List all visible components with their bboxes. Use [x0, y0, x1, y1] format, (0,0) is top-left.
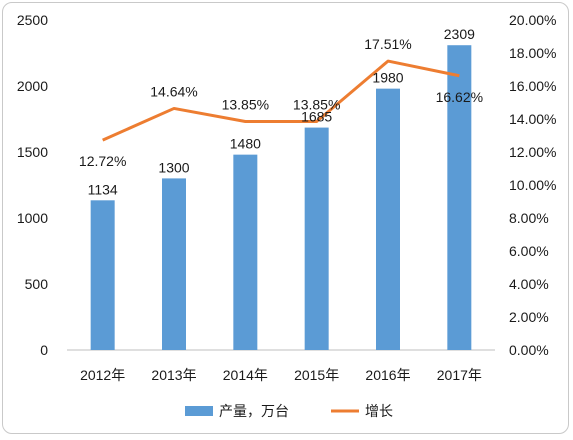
left-y-axis: 0 500 1000 1500 2000 2500 — [17, 12, 48, 358]
x-axis: 2012年 2013年 2014年 2015年 2016年 2017年 — [80, 367, 482, 383]
line-data-label: 13.85% — [293, 96, 340, 112]
bar-data-label: 1134 — [88, 181, 118, 197]
line-data-label: 12.72% — [79, 153, 126, 169]
x-axis-tick-label: 2015年 — [294, 367, 339, 383]
x-axis-tick-label: 2012年 — [80, 367, 125, 383]
right-axis-tick-label: 4.00% — [509, 276, 549, 292]
bar-data-label: 2309 — [444, 26, 475, 42]
legend-label-bar: 产量，万台 — [219, 403, 289, 419]
bar-data-labels: 1134 1300 1480 1685 1980 2309 — [88, 26, 476, 197]
bar — [376, 88, 400, 350]
left-axis-tick-label: 500 — [25, 276, 49, 292]
left-axis-tick-label: 1000 — [17, 210, 48, 226]
right-y-axis: 0.00% 2.00% 4.00% 6.00% 8.00% 10.00% 12.00% 14.… — [509, 12, 556, 358]
growth-line — [102, 59, 460, 142]
x-axis-tick-label: 2014年 — [223, 367, 268, 383]
line-data-label: 16.62% — [436, 89, 483, 105]
right-axis-tick-label: 10.00% — [509, 177, 556, 193]
bar-data-label: 1980 — [372, 70, 403, 86]
bar-data-label: 1300 — [158, 159, 189, 175]
left-axis-tick-label: 2500 — [17, 12, 48, 28]
right-axis-tick-label: 2.00% — [509, 309, 549, 325]
combo-chart: 0 500 1000 1500 2000 2500 0.00% 2.00% 4.00% 6.00… — [17, 12, 557, 419]
bar-data-label: 1480 — [230, 136, 261, 152]
line-data-label: 14.64% — [150, 83, 197, 99]
line-series — [102, 59, 460, 142]
bar — [447, 45, 472, 350]
x-axis-tick-label: 2017年 — [437, 367, 482, 383]
x-axis-tick-label: 2013年 — [151, 367, 196, 383]
right-axis-tick-label: 14.00% — [509, 111, 556, 127]
bar — [304, 127, 329, 350]
bar-data-label: 1685 — [301, 109, 332, 125]
right-axis-tick-label: 6.00% — [509, 243, 549, 259]
right-axis-tick-label: 18.00% — [509, 45, 556, 61]
x-axis-tick-label: 2016年 — [365, 367, 410, 383]
right-axis-tick-label: 16.00% — [509, 78, 556, 94]
bar — [90, 200, 115, 350]
bar — [233, 154, 258, 350]
bar — [162, 178, 186, 350]
right-axis-tick-label: 12.00% — [509, 144, 556, 160]
right-axis-tick-label: 20.00% — [509, 12, 556, 28]
left-axis-tick-label: 0 — [40, 342, 48, 358]
right-axis-tick-label: 8.00% — [509, 210, 549, 226]
chart-frame: 0 500 1000 1500 2000 2500 0.00% 2.00% 4.00% 6.00… — [2, 2, 569, 434]
left-axis-tick-label: 1500 — [17, 144, 48, 160]
line-data-labels: 12.72% 14.64% 13.85% 13.85% 17.51% 16.62% — [79, 36, 483, 169]
line-data-label: 13.85% — [222, 96, 269, 112]
legend-label-line: 增长 — [365, 403, 393, 419]
legend: 产量，万台 增长 — [185, 403, 393, 419]
right-axis-tick-label: 0.00% — [509, 342, 549, 358]
bar-series — [90, 45, 472, 350]
left-axis-tick-label: 2000 — [17, 78, 48, 94]
legend-swatch-bar — [185, 406, 213, 416]
line-data-label: 17.51% — [364, 36, 411, 52]
